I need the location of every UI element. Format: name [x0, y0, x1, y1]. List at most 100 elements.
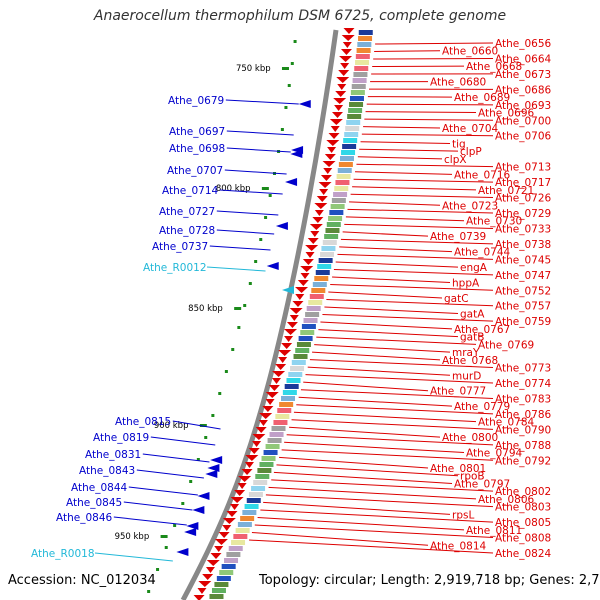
- feature-block: [286, 378, 301, 383]
- forward-gene-arrow: [218, 532, 230, 538]
- right-gene-label: Athe_0747: [495, 270, 551, 282]
- right-gene-label: clpP: [460, 146, 482, 158]
- forward-gene-arrow: [234, 490, 246, 496]
- minor-tick: [224, 370, 228, 373]
- feature-block: [311, 288, 326, 293]
- feature-block: [331, 198, 346, 203]
- right-leader-line: [271, 479, 494, 492]
- right-gene-label: engA: [460, 262, 488, 274]
- feature-block: [342, 144, 357, 149]
- feature-block: [329, 210, 344, 215]
- reverse-gene-arrow: [298, 100, 311, 108]
- right-gene-label: Athe_0814: [430, 540, 487, 552]
- right-gene-label: Athe_0769: [478, 339, 534, 351]
- feature-block: [358, 36, 373, 41]
- label-leader-lines: [94, 42, 494, 562]
- feature-block: [255, 474, 270, 479]
- right-gene-label: Athe_0774: [495, 378, 552, 390]
- right-gene-label: Athe_0716: [454, 169, 511, 181]
- feature-block: [293, 354, 308, 359]
- right-gene-label: Athe_0773: [495, 363, 551, 375]
- right-leader-line: [374, 50, 441, 53]
- right-leader-line: [337, 253, 494, 260]
- feature-block: [346, 120, 361, 125]
- reverse-gene-arrow: [275, 222, 288, 230]
- right-gene-label: Athe_0783: [495, 393, 551, 405]
- left-leader-line: [113, 516, 187, 526]
- right-gene-label: Athe_0811: [466, 525, 522, 537]
- forward-gene-arrow: [265, 392, 279, 398]
- feature-block: [330, 204, 345, 209]
- kbp-ticks: 750 kbp 800 kbp 850 kbp 900 kbp 950 kbp: [115, 40, 297, 593]
- right-leader-line: [260, 509, 494, 523]
- feature-block: [333, 192, 348, 197]
- feature-block: [312, 282, 327, 287]
- right-gene-label: Athe_0723: [442, 200, 498, 212]
- forward-gene-arrow: [336, 77, 350, 83]
- right-gene-label: Athe_0693: [495, 100, 551, 112]
- right-leader-line: [353, 178, 494, 183]
- feature-block: [273, 420, 288, 425]
- right-leader-line: [355, 171, 453, 175]
- right-leader-line: [300, 389, 494, 399]
- right-gene-label: Athe_0797: [454, 478, 510, 490]
- genome-backbone-arc: [180, 29, 339, 600]
- forward-gene-arrow: [295, 294, 305, 300]
- right-gene-label: Athe_0803: [495, 502, 551, 514]
- feature-block: [290, 366, 305, 371]
- forward-gene-arrow: [230, 497, 244, 503]
- forward-gene-arrow: [340, 49, 352, 55]
- feature-block: [306, 306, 321, 311]
- right-gene-label: Athe_0784: [478, 417, 535, 429]
- right-leader-line: [345, 216, 465, 222]
- reverse-gene-arrow: [205, 470, 218, 478]
- right-leader-line: [291, 419, 494, 430]
- forward-gene-arrow: [309, 224, 323, 230]
- feature-block: [347, 114, 362, 119]
- left-leader-line: [206, 266, 266, 272]
- right-gene-label: gatB: [460, 332, 484, 344]
- forward-gene-arrow: [342, 42, 352, 48]
- right-leader-line: [361, 133, 494, 137]
- forward-gene-arrow: [275, 364, 287, 370]
- right-leader-line: [249, 539, 494, 554]
- feature-block: [339, 156, 354, 161]
- right-gene-label: mraY: [452, 347, 480, 359]
- feature-block: [237, 522, 252, 527]
- right-gene-label: Athe_0802: [495, 486, 551, 498]
- right-gene-label: Athe_0767: [454, 324, 510, 336]
- forward-gene-arrow: [338, 70, 350, 76]
- minor-tick: [248, 282, 252, 285]
- feature-block: [291, 360, 306, 365]
- left-gene-label: Athe_0845: [66, 497, 122, 509]
- feature-block: [231, 540, 246, 545]
- left-gene-label: Athe_0727: [159, 206, 215, 218]
- right-leader-line: [359, 148, 459, 152]
- feature-block: [314, 276, 329, 281]
- forward-gene-arrow: [314, 203, 328, 209]
- right-leader-line: [289, 426, 441, 438]
- feature-block: [321, 246, 336, 251]
- forward-gene-arrow: [292, 301, 304, 307]
- forward-gene-arrow: [252, 441, 262, 447]
- right-leader-line: [333, 268, 494, 276]
- feature-block: [265, 444, 280, 449]
- minor-tick: [204, 436, 208, 439]
- right-gene-label: Athe_0779: [454, 401, 510, 413]
- left-gene-label: Athe_0843: [79, 465, 135, 477]
- forward-gene-arrow: [268, 385, 280, 391]
- right-leader-line: [303, 381, 429, 392]
- right-leader-line: [322, 314, 494, 322]
- forward-gene-arrow: [326, 140, 340, 146]
- right-leader-line: [357, 156, 443, 160]
- feature-block: [240, 516, 255, 521]
- feature-block: [318, 258, 333, 263]
- forward-gene-arrow: [316, 196, 328, 202]
- right-gene-label: Athe_0808: [495, 533, 551, 545]
- forward-gene-arrow: [300, 266, 314, 272]
- feature-block: [325, 228, 340, 233]
- accession-text: Accession: NC_012034: [8, 573, 156, 588]
- right-gene-label: Athe_0794: [466, 448, 523, 460]
- right-leader-line: [268, 486, 477, 500]
- right-leader-line: [309, 359, 494, 369]
